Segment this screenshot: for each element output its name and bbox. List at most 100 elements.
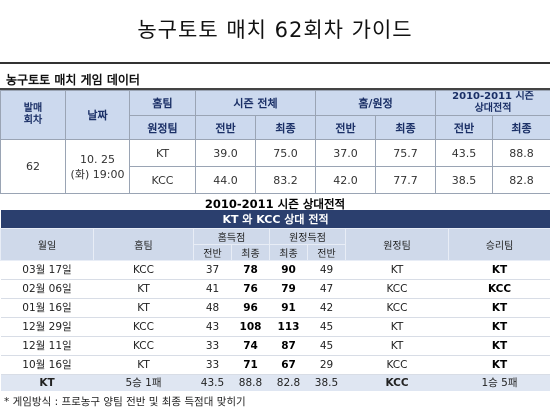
away-first-half: 49 [307,260,346,280]
home-first-half: 41 [193,279,232,299]
header-home-away: 홈/원정 [314,90,437,116]
home-first-half: 48 [193,298,232,318]
header-winner: 승리팀 [448,227,550,261]
home-team: KCC [93,317,194,337]
head-to-head-table: KT 와 KCC 상대 전적 월일 홈팀 홈득점 원정득점 원정팀 승리팀 전반… [0,210,550,391]
header-home-first-half: 전반 [193,243,232,261]
header-row-1: 발매 회차 날짜 홈팀 시즌 전체 홈/원정 2010-2011 시즌 상대전적 [0,90,550,140]
season-first-half: 39.0 [195,139,256,167]
team-name: KT [129,139,196,167]
match-date: 10월 16일 [0,355,94,375]
ha-final: 75.7 [374,139,437,167]
summary-team-b: KCC [345,374,449,391]
header-away-first-half: 전반 [307,243,346,261]
home-final: 108 [231,317,270,337]
header-away-team: 원정팀 [129,115,196,140]
winner-team: KT [448,355,550,375]
match-date: 03월 17일 [0,260,94,280]
away-first-half: 45 [307,336,346,356]
header-home-score: 홈득점 [193,227,270,245]
section1-title: 농구토토 매치 게임 데이터 [6,73,140,87]
winner-team: KT [448,298,550,318]
home-first-half: 33 [193,355,232,375]
home-team: KCC [93,260,194,280]
h2h-body: 03월 17일 KCC 37 78 90 49 KT KT 02월 06일 KT 41 76 79 47 K… [0,260,550,375]
header-date: 월일 [0,227,94,261]
winner-team: KT [448,260,550,280]
table-row: 02월 06일 KT 41 76 79 47 KCC KCC [0,279,550,299]
summary-v4: 38.5 [307,374,346,391]
table-row: 01월 16일 KT 48 96 91 42 KCC KT [0,298,550,318]
table-row: 12월 11일 KCC 33 74 87 45 KT KT [0,336,550,356]
header-date: 날짜 [65,90,130,140]
summary-v3: 82.8 [269,374,308,391]
h2h-banner: KT 와 KCC 상대 전적 [0,210,550,228]
header-season-first-half: 전반 [195,115,256,140]
away-final: 67 [269,355,308,375]
header-home-team: 홈팀 [93,227,194,261]
home-team: KCC [93,336,194,356]
away-first-half: 47 [307,279,346,299]
header-ha-first-half: 전반 [315,115,376,140]
header-h2h-first-half: 전반 [435,115,494,140]
footer-note: * 게임방식 : 프로농구 양팀 전반 및 최종 득점대 맞히기 [4,396,246,408]
summary-v1: 43.5 [193,374,232,391]
summary-v2: 88.8 [231,374,270,391]
section1-divider [0,88,550,90]
away-first-half: 45 [307,317,346,337]
home-final: 78 [231,260,270,280]
season-final: 75.0 [255,139,316,167]
header-h2h-final: 최종 [492,115,550,140]
away-team: KCC [345,298,449,318]
table-row: 12월 29일 KCC 43 108 113 45 KT KT [0,317,550,337]
h2h-first-half: 38.5 [435,166,494,194]
season-first-half: 44.0 [195,166,256,194]
away-final: 113 [269,317,308,337]
winner-team: KCC [448,279,550,299]
home-first-half: 33 [193,336,232,356]
header-ha-final: 최종 [374,115,437,140]
away-first-half: 42 [307,298,346,318]
header-row-2: 원정팀 전반 최종 전반 최종 전반 최종 [1,115,550,140]
match-date: 12월 11일 [0,336,94,356]
away-team: KT [345,317,449,337]
header-home-final: 최종 [231,243,270,261]
h2h-final: 88.8 [492,139,550,167]
away-team: KCC [345,355,449,375]
away-team: KT [345,336,449,356]
header-season-final: 최종 [255,115,316,140]
date-cell: 10. 25 (화) 19:00 [65,139,130,194]
round-cell: 62 [0,139,66,194]
summary-team-a: KT [0,374,94,391]
h2h-banner-row: KT 와 KCC 상대 전적 [0,210,550,228]
header-round: 발매 회차 [0,90,66,140]
team-row: KCC 44.0 83.2 42.0 77.7 38.5 82.8 [1,166,550,194]
game-data-table: 발매 회차 날짜 홈팀 시즌 전체 홈/원정 2010-2011 시즌 상대전적… [0,90,550,194]
table-row: 03월 17일 KCC 37 78 90 49 KT KT [0,260,550,280]
match-date: 01월 16일 [0,298,94,318]
away-team: KCC [345,279,449,299]
away-final: 79 [269,279,308,299]
team-row: 62 10. 25 (화) 19:00 KT 39.0 75.0 37.0 75… [0,139,550,194]
home-first-half: 37 [193,260,232,280]
summary-team-b-record: 1승 5패 [448,374,550,391]
home-team: KT [93,298,194,318]
h2h-first-half: 43.5 [435,139,494,167]
h2h-final: 82.8 [492,166,550,194]
home-final: 76 [231,279,270,299]
home-first-half: 43 [193,317,232,337]
header-away-score: 원정득점 [269,227,346,245]
season-final: 83.2 [255,166,316,194]
title-divider [0,62,550,64]
ha-final: 77.7 [374,166,437,194]
header-season-total: 시즌 전체 [195,90,316,116]
header-away-final: 최종 [269,243,308,261]
summary-row: KT 5승 1패 43.5 88.8 82.8 38.5 KCC 1승 5패 [0,374,550,391]
ha-first-half: 37.0 [315,139,376,167]
home-team: KT [93,279,194,299]
table-row: 10월 16일 KT 33 71 67 29 KCC KT [0,355,550,375]
home-final: 96 [231,298,270,318]
page-title: 농구토토 매치 62회차 가이드 [137,18,413,42]
home-team: KT [93,355,194,375]
summary-team-a-record: 5승 1패 [93,374,194,391]
